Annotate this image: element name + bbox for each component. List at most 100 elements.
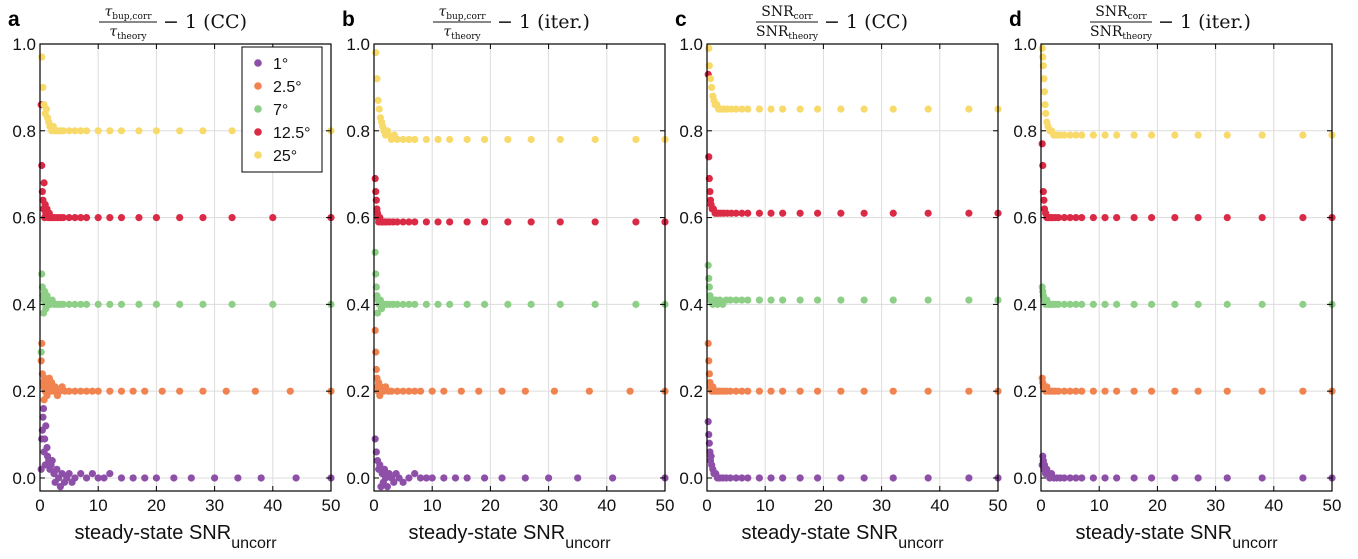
data-point — [405, 474, 413, 482]
data-point — [704, 417, 712, 426]
data-point — [411, 218, 419, 226]
data-point — [176, 300, 184, 308]
data-point — [43, 444, 51, 452]
data-point — [475, 387, 483, 395]
data-point — [88, 387, 96, 395]
legend: 1° 2.5° 7° 12.5° 25° — [241, 46, 323, 173]
data-point — [38, 270, 46, 278]
data-point — [117, 387, 126, 395]
data-point — [521, 387, 529, 395]
data-point — [1147, 213, 1156, 222]
data-point — [1040, 196, 1048, 204]
series-2.5° — [704, 339, 1002, 395]
data-point — [706, 187, 714, 196]
data-point — [457, 387, 465, 395]
data-point — [796, 387, 804, 395]
data-point — [965, 105, 973, 113]
data-point — [1299, 213, 1307, 222]
data-point — [1101, 213, 1109, 222]
data-point — [632, 300, 640, 308]
data-point — [374, 96, 382, 105]
data-point — [1223, 213, 1231, 222]
legend-label: 12.5° — [273, 125, 311, 142]
y-tick-label: 0.4 — [346, 295, 370, 314]
data-point — [632, 218, 640, 226]
data-point — [1147, 387, 1156, 395]
data-point — [704, 261, 712, 269]
data-point — [732, 209, 740, 217]
data-point — [106, 300, 114, 308]
data-point — [199, 300, 207, 308]
title-numerator: SNRcorr — [761, 4, 813, 22]
data-point — [411, 470, 419, 478]
data-point — [416, 474, 425, 482]
data-point — [1101, 387, 1109, 395]
data-point — [1072, 387, 1080, 395]
x-tick-label: 0 — [369, 496, 378, 515]
panel-letter: b — [342, 8, 355, 31]
legend-marker — [254, 151, 262, 159]
data-point — [399, 387, 407, 395]
series-2.5° — [37, 339, 335, 404]
data-point — [1194, 213, 1202, 222]
x-axis-label-main: steady-state SNR — [741, 522, 898, 544]
data-point — [269, 213, 277, 222]
data-point — [813, 474, 822, 482]
data-point — [446, 300, 454, 308]
data-point — [705, 153, 713, 161]
data-point — [837, 296, 845, 304]
data-point — [39, 413, 47, 421]
series-12.5° — [1038, 140, 1336, 222]
data-point — [738, 209, 746, 217]
data-point — [371, 326, 379, 335]
data-point — [1038, 44, 1046, 52]
data-point — [1299, 131, 1307, 139]
data-point — [732, 105, 740, 113]
x-tick-label: 40 — [263, 496, 282, 515]
data-point — [199, 213, 207, 222]
x-tick-label: 10 — [756, 496, 775, 515]
legend-label: 2.5° — [273, 79, 302, 96]
data-point — [755, 209, 763, 217]
data-point — [1072, 300, 1080, 308]
data-point — [434, 135, 442, 144]
data-point — [707, 452, 715, 460]
data-point — [40, 179, 48, 187]
data-point — [376, 461, 384, 469]
data-point — [591, 218, 599, 226]
y-tick-label: 0.0 — [1013, 469, 1037, 488]
data-point — [251, 387, 259, 395]
data-point — [732, 296, 740, 304]
x-tick-label: 20 — [814, 496, 833, 515]
data-point — [416, 387, 425, 395]
data-point — [135, 300, 143, 308]
data-point — [393, 218, 401, 226]
data-point — [176, 213, 184, 222]
data-point — [222, 387, 230, 395]
data-point — [152, 300, 160, 308]
series-12.5° — [704, 70, 1002, 217]
x-axis-label-main: steady-state SNR — [1075, 522, 1232, 544]
data-point — [1171, 474, 1179, 482]
data-point — [1054, 387, 1063, 395]
data-point — [837, 474, 845, 482]
y-tick-label: 0.0 — [346, 469, 370, 488]
data-point — [65, 470, 73, 478]
data-point — [860, 474, 868, 482]
data-point — [626, 387, 634, 395]
data-point — [135, 127, 143, 135]
data-point — [965, 474, 973, 482]
data-point — [813, 105, 822, 113]
data-point — [744, 209, 752, 217]
data-point — [813, 209, 822, 217]
data-point — [705, 44, 713, 52]
data-point — [755, 474, 763, 482]
data-point — [609, 474, 617, 482]
legend-label: 25° — [273, 148, 297, 165]
data-point — [767, 474, 775, 482]
data-point — [170, 474, 178, 482]
data-point — [1060, 300, 1068, 308]
data-point — [463, 218, 471, 226]
data-point — [755, 105, 763, 113]
data-point — [71, 213, 79, 222]
